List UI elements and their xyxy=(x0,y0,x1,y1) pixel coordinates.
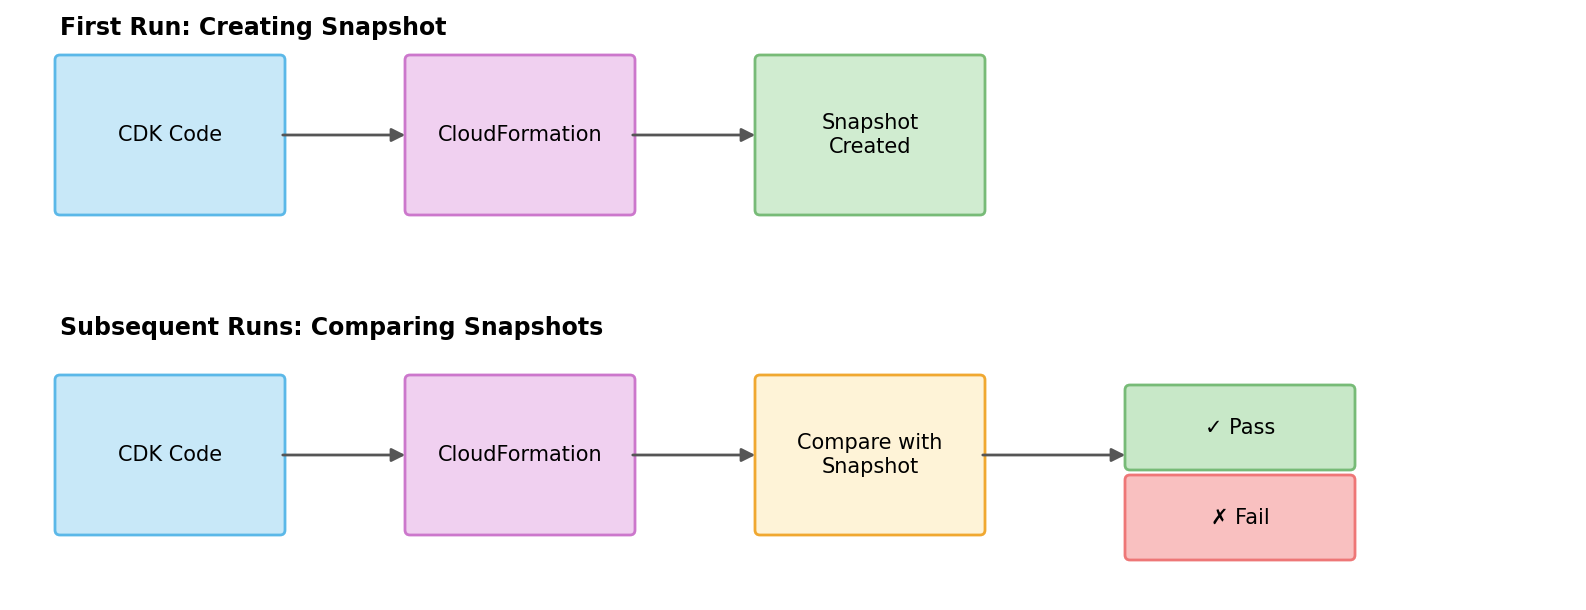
FancyBboxPatch shape xyxy=(56,55,285,215)
Text: Subsequent Runs: Comparing Snapshots: Subsequent Runs: Comparing Snapshots xyxy=(60,316,603,340)
Text: CDK Code: CDK Code xyxy=(117,125,222,145)
FancyBboxPatch shape xyxy=(755,55,985,215)
Text: First Run: Creating Snapshot: First Run: Creating Snapshot xyxy=(60,16,447,40)
FancyBboxPatch shape xyxy=(1124,385,1354,470)
FancyBboxPatch shape xyxy=(404,375,634,535)
Text: Snapshot
Created: Snapshot Created xyxy=(822,113,918,157)
Text: CDK Code: CDK Code xyxy=(117,445,222,465)
FancyBboxPatch shape xyxy=(404,55,634,215)
FancyBboxPatch shape xyxy=(755,375,985,535)
FancyBboxPatch shape xyxy=(1124,475,1354,560)
Text: ✗ Fail: ✗ Fail xyxy=(1210,508,1269,528)
Text: CloudFormation: CloudFormation xyxy=(438,445,603,465)
FancyBboxPatch shape xyxy=(56,375,285,535)
Text: ✓ Pass: ✓ Pass xyxy=(1205,417,1275,437)
Text: Compare with
Snapshot: Compare with Snapshot xyxy=(798,433,942,476)
Text: CloudFormation: CloudFormation xyxy=(438,125,603,145)
